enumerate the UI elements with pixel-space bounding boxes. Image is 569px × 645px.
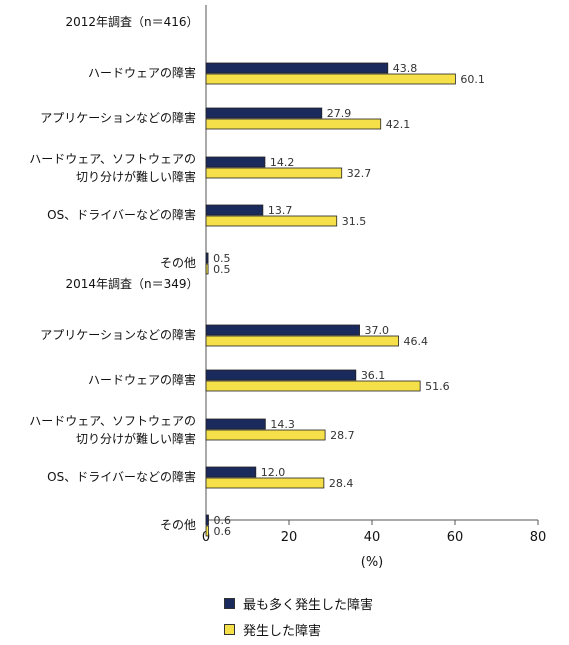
bar-chart: 0 20 40 60 80 (%) 2012年調査（n＝416） ハードウェアの障害 43.8 6… [29,5,546,570]
data-label-occurred: 0.5 [213,263,231,276]
data-label-occurred: 28.4 [329,477,354,490]
data-label-most: 0.6 [213,514,231,527]
data-label-occurred: 60.1 [460,73,485,86]
data-label-most: 12.0 [261,466,286,479]
data-label-occurred: 42.1 [386,118,411,131]
data-label-most: 14.3 [270,418,295,431]
data-label-occurred: 32.7 [347,167,372,180]
data-label-most: 43.8 [393,62,418,75]
data-label-most: 37.0 [365,324,390,337]
legend-item-most: 最も多く発生した障害 [224,592,373,614]
category-label: ハードウェア、ソフトウェアの [29,414,196,428]
category-label: OS、ドライバーなどの障害 [47,207,196,222]
data-label-occurred: 31.5 [342,215,367,228]
data-label-most: 13.7 [268,204,293,217]
bar-most [205,369,357,381]
category-label: ハードウェアの障害 [88,65,196,80]
data-label-occurred: 0.6 [213,525,231,538]
data-label-most: 14.2 [270,156,295,169]
category-label: アプリケーションなどの障害 [40,110,196,125]
category-label: OS、ドライバーなどの障害 [47,469,196,484]
x-tick-label: 0 [202,530,210,545]
bar-most [205,107,323,119]
bar-occurred [205,167,343,179]
data-label-most: 27.9 [327,107,352,120]
bar-occurred [205,118,382,130]
data-label-occurred: 28.7 [330,429,355,442]
legend-label-occurred: 発生した障害 [243,623,322,639]
x-axis-title: (%) [361,555,384,570]
category-label: ハードウェア、ソフトウェアの [29,152,196,166]
legend: 最も多く発生した障害 発生した障害 [224,592,373,644]
category-label: 切り分けが難しい障害 [76,431,196,446]
bar-occurred [205,477,325,489]
category-label: その他 [160,518,196,532]
bar-occurred [205,215,338,227]
category-label: ハードウェアの障害 [88,372,196,387]
data-label-occurred: 51.6 [425,380,450,393]
bar-most [205,252,209,264]
category-label: その他 [160,256,196,270]
x-tick-label: 20 [281,530,298,545]
legend-label-most: 最も多く発生した障害 [243,597,374,613]
bar-occurred [205,429,326,441]
bar-most [205,418,266,430]
bar-occurred [205,263,209,275]
category-label: アプリケーションなどの障害 [40,327,196,342]
legend-swatch-occurred [224,623,235,635]
bar-most [205,156,266,168]
bar-occurred [205,525,209,537]
bar-occurred [205,335,399,347]
plot-area: 0 20 40 60 80 (%) 2012年調査（n＝416） ハードウェアの障害 43.8 6… [29,5,546,570]
data-label-most: 0.5 [213,252,231,265]
bar-most [205,204,264,216]
group-label: 2014年調査（n＝349） [65,277,198,291]
legend-item-occurred: 発生した障害 [224,618,373,640]
x-tick-label: 80 [530,530,547,545]
bar-most [205,514,209,526]
x-tick-label: 40 [364,530,381,545]
bar-most [205,62,389,74]
legend-swatch-most [224,597,235,609]
bar-occurred [205,380,421,392]
category-label: 切り分けが難しい障害 [76,169,196,184]
group-label: 2012年調査（n＝416） [65,15,198,29]
bar-most [205,324,360,336]
bar-most [205,466,257,478]
bar-occurred [205,73,456,85]
data-label-most: 36.1 [361,369,386,382]
data-label-occurred: 46.4 [404,335,429,348]
x-tick-label: 60 [447,530,464,545]
